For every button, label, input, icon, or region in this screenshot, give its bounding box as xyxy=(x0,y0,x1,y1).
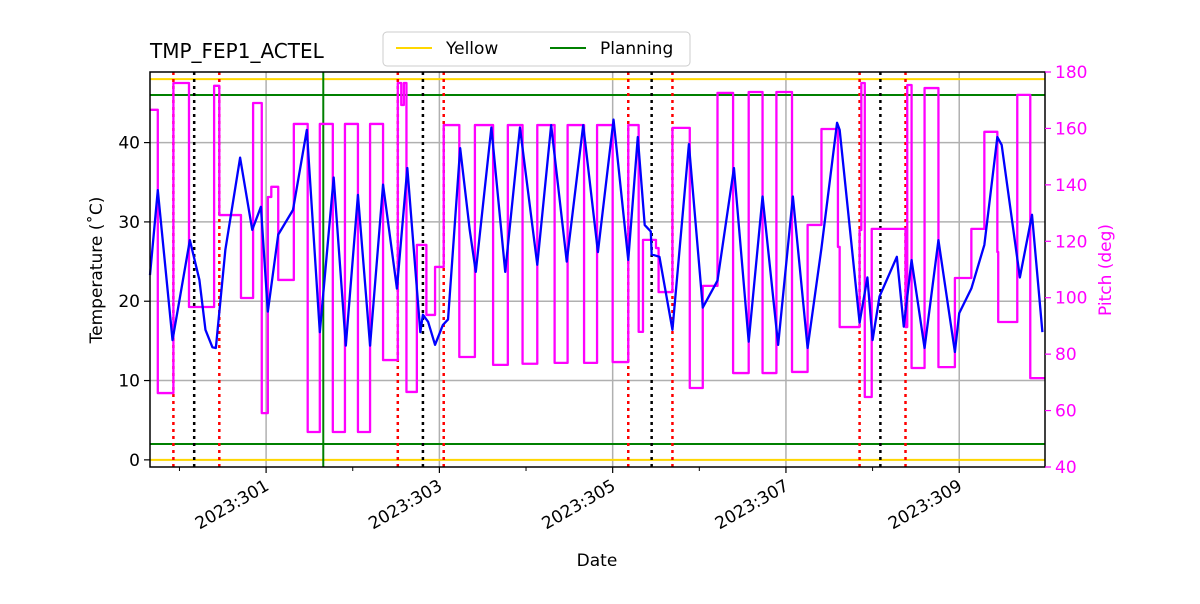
y-axis-left: 0 10 20 30 40 xyxy=(118,134,150,471)
y2-tick-label: 120 xyxy=(1055,232,1087,252)
legend-box xyxy=(382,31,691,67)
legend-label: Planning xyxy=(600,39,673,59)
y-tick-label: 10 xyxy=(118,372,140,392)
x-tick-label: 2023:309 xyxy=(885,476,966,534)
y2-tick-label: 40 xyxy=(1055,458,1077,478)
y-tick-label: 30 xyxy=(118,213,140,233)
y2-tick-label: 80 xyxy=(1055,345,1077,365)
y2-axis-label: Pitch (deg) xyxy=(1096,224,1116,316)
chart-title: TMP_FEP1_ACTEL xyxy=(149,39,325,63)
y2-tick-label: 140 xyxy=(1055,176,1087,196)
y-tick-label: 20 xyxy=(118,292,140,312)
y-axis-right: 40 60 80 100 120 140 160 180 xyxy=(1045,63,1087,478)
y2-tick-label: 180 xyxy=(1055,63,1087,83)
y2-tick-label: 160 xyxy=(1055,119,1087,139)
pitch-series-line xyxy=(150,81,1045,434)
y2-tick-label: 60 xyxy=(1055,402,1077,422)
x-tick-label: 2023:301 xyxy=(192,476,273,534)
legend-label: Yellow xyxy=(445,39,498,59)
series-group xyxy=(148,81,1045,434)
x-axis-label: Date xyxy=(577,551,618,571)
x-tick-label: 2023:307 xyxy=(712,476,793,534)
plot-frame xyxy=(149,71,1046,468)
y-tick-label: 40 xyxy=(118,134,140,154)
x-axis: 2023:301 2023:303 2023:305 2023:307 2023:309 xyxy=(178,467,966,534)
x-tick-label: 2023:305 xyxy=(539,476,620,534)
temperature-series-line xyxy=(148,118,1044,354)
legend: Yellow Planning xyxy=(382,31,691,67)
event-lines xyxy=(172,72,907,467)
y-axis-label: Temperature (˚C) xyxy=(86,197,107,345)
y-tick-label: 0 xyxy=(129,451,140,471)
y2-tick-label: 100 xyxy=(1055,289,1087,309)
x-tick-label: 2023:303 xyxy=(365,476,446,534)
limit-lines xyxy=(150,78,1045,461)
